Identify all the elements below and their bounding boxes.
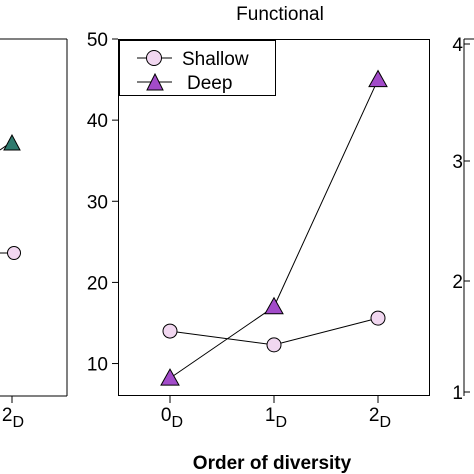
legend-deep-marker xyxy=(146,72,164,91)
x-axis: 0D 1D 2D xyxy=(161,396,391,431)
legend: Shallow Deep xyxy=(119,40,276,96)
right-y-tick-label-4: 4 xyxy=(452,35,463,56)
shallow-point-0 xyxy=(162,323,178,339)
legend-deep-label: Deep xyxy=(187,73,232,94)
y-axis: 10 20 30 40 50 xyxy=(87,30,118,376)
legend-box xyxy=(119,40,276,96)
deep-line xyxy=(169,79,379,379)
main-panel: Functional 10 20 30 40 50 0D 1D 2D Shallow Dee… xyxy=(87,4,430,474)
y-tick-label-20: 20 xyxy=(87,273,108,294)
legend-shallow-marker xyxy=(146,50,162,66)
plot-frame xyxy=(118,39,430,396)
right-panel-y-ticks: 1 2 3 4 xyxy=(452,35,470,404)
right-y-tick-label-1: 1 xyxy=(452,383,463,404)
deep-point-1 xyxy=(264,296,284,315)
left-panel-deep-marker xyxy=(3,133,21,151)
y-tick-label-30: 30 xyxy=(87,192,108,213)
deep-point-0 xyxy=(160,368,180,386)
left-panel: 2D xyxy=(0,38,68,431)
y-tick-label-50: 50 xyxy=(87,30,108,51)
x-tick-label-1: 1D xyxy=(265,405,287,431)
legend-shallow-label: Shallow xyxy=(182,49,249,70)
left-panel-tick-label-2d: 2D xyxy=(2,405,24,431)
x-tick-label-0: 0D xyxy=(161,405,183,431)
chart-title: Functional xyxy=(236,4,324,25)
right-y-tick-label-2: 2 xyxy=(452,272,463,293)
shallow-point-1 xyxy=(266,337,282,353)
shallow-point-2 xyxy=(370,310,386,326)
left-panel-shallow-marker xyxy=(7,246,21,260)
series-layer xyxy=(160,69,388,386)
y-tick-label-10: 10 xyxy=(87,355,108,376)
x-axis-title: Order of diversity xyxy=(193,453,352,474)
right-y-tick-label-3: 3 xyxy=(452,152,463,173)
right-panel: 1 2 3 4 xyxy=(452,35,474,404)
y-tick-label-40: 40 xyxy=(87,111,108,132)
x-tick-label-2: 2D xyxy=(369,405,391,431)
deep-point-2 xyxy=(368,69,388,88)
